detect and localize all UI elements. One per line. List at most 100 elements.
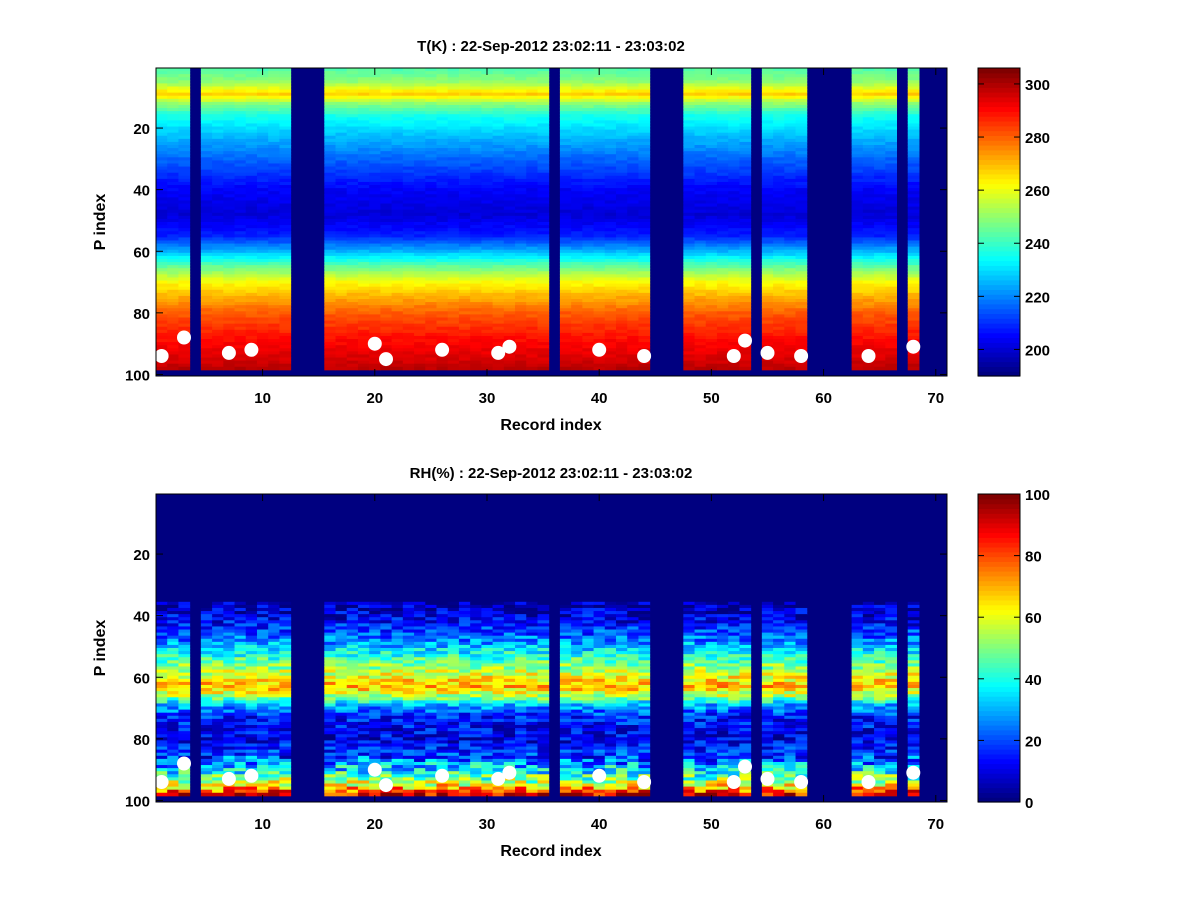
temperature-heatmap-cell	[571, 200, 583, 205]
temperature-heatmap-cell	[627, 351, 639, 355]
temperature-heatmap-cell	[279, 255, 292, 260]
temperature-heatmap-cell	[571, 360, 583, 365]
temperature-heatmap-cell	[402, 175, 415, 180]
temperature-heatmap-cell	[481, 206, 494, 211]
temperature-heatmap-cell	[795, 157, 808, 161]
temperature-heatmap-cell	[369, 268, 381, 272]
temperature-heatmap-cell	[234, 200, 247, 205]
temperature-heatmap-cell	[526, 83, 538, 87]
temperature-heatmap-cell	[537, 132, 550, 137]
temperature-heatmap-cell	[795, 274, 808, 278]
temperature-heatmap-cell	[571, 169, 583, 174]
temperature-heatmap-cell	[537, 126, 550, 131]
temperature-heatmap-cell	[683, 292, 696, 297]
temperature-heatmap-cell	[795, 329, 808, 334]
temperature-heatmap-cell	[537, 148, 550, 152]
temperature-heatmap-cell	[436, 86, 449, 91]
temperature-heatmap-cell	[705, 366, 718, 371]
temperature-heatmap-cell	[357, 286, 370, 291]
temperature-heatmap-cell	[761, 335, 774, 340]
temperature-heatmap-cell	[616, 206, 628, 211]
temperature-heatmap-cell	[582, 354, 595, 359]
temperature-heatmap-cell	[481, 258, 494, 263]
temperature-heatmap-cell	[616, 366, 628, 371]
temperature-heatmap-cell	[425, 271, 437, 275]
temperature-heatmap-cell	[223, 302, 236, 306]
temperature-heatmap-cell	[167, 141, 179, 146]
temperature-heatmap-cell	[773, 339, 785, 343]
temperature-heatmap-cell	[503, 255, 516, 260]
temperature-heatmap-cell	[436, 104, 449, 109]
temperature-heatmap-cell	[436, 240, 449, 245]
temperature-heatmap-cell	[537, 178, 550, 183]
temperature-heatmap-cell	[436, 274, 449, 278]
temperature-heatmap-cell	[537, 255, 550, 260]
temperature-heatmap-cell	[346, 185, 359, 189]
temperature-heatmap-cell	[503, 104, 516, 109]
temperature-heatmap-cell	[156, 175, 168, 180]
temperature-heatmap-cell	[627, 225, 639, 229]
temperature-heatmap-cell	[638, 339, 651, 343]
temperature-heatmap-cell	[223, 68, 236, 72]
temperature-heatmap-cell	[739, 160, 752, 164]
temperature-heatmap-cell	[212, 141, 224, 146]
temperature-heatmap-cell	[515, 209, 527, 214]
temperature-heatmap-cell	[773, 141, 785, 146]
temperature-heatmap-cell	[739, 154, 752, 158]
temperature-heatmap-cell	[638, 178, 651, 183]
temperature-heatmap-cell	[571, 129, 583, 134]
temperature-heatmap-cell	[200, 178, 213, 183]
temperature-heatmap-cell	[458, 286, 471, 291]
temperature-heatmap-cell	[862, 145, 875, 149]
temperature-heatmap-cell	[862, 185, 875, 189]
temperature-heatmap-cell	[414, 126, 426, 131]
temperature-heatmap-cell	[705, 320, 718, 325]
temperature-heatmap-cell	[481, 111, 494, 115]
temperature-heatmap-cell	[447, 274, 460, 278]
temperature-heatmap-cell	[694, 148, 707, 152]
temperature-heatmap-cell	[784, 255, 797, 260]
temperature-heatmap-cell	[616, 89, 628, 94]
temperature-heatmap-cell	[862, 138, 875, 143]
temperature-heatmap-cell	[784, 191, 797, 195]
temperature-heatmap-cell	[481, 120, 494, 124]
temperature-heatmap-cell	[604, 126, 617, 131]
temperature-heatmap-cell	[683, 317, 696, 322]
temperature-heatmap-cell	[728, 191, 740, 195]
temperature-heatmap-cell	[515, 92, 527, 97]
temperature-heatmap-cell	[212, 95, 224, 100]
temperature-heatmap-cell	[346, 345, 359, 349]
temperature-heatmap-cell	[279, 200, 292, 205]
temperature-heatmap-cell	[256, 132, 269, 137]
temperature-heatmap-cell	[784, 317, 797, 322]
temperature-heatmap-cell	[537, 299, 550, 303]
temperature-heatmap-cell	[402, 231, 415, 235]
temperature-heatmap-cell	[761, 181, 774, 186]
temperature-heatmap-cell	[167, 360, 179, 365]
temperature-heatmap-cell	[559, 351, 572, 355]
temperature-heatmap-cell	[761, 129, 774, 134]
temperature-heatmap-cell	[167, 299, 179, 303]
temperature-heatmap-cell	[324, 108, 337, 112]
temperature-heatmap-cell	[324, 351, 337, 355]
temperature-heatmap-cell	[167, 342, 179, 346]
temperature-heatmap-cell	[716, 240, 729, 245]
temperature-heatmap-cell	[234, 129, 247, 134]
temperature-heatmap-cell	[380, 194, 393, 198]
temperature-heatmap-cell	[200, 243, 213, 248]
temperature-heatmap-cell	[335, 200, 348, 205]
temperature-heatmap-cell	[414, 354, 426, 359]
temperature-heatmap-cell	[739, 108, 752, 112]
temperature-heatmap-cell	[694, 311, 707, 315]
temperature-heatmap-cell	[402, 212, 415, 217]
temperature-heatmap-cell	[234, 332, 247, 337]
temperature-heatmap-cell	[156, 101, 168, 106]
temperature-heatmap-cell	[728, 95, 740, 100]
temperature-heatmap-cell	[256, 255, 269, 260]
temperature-heatmap-cell	[447, 268, 460, 272]
temperature-heatmap-cell	[492, 360, 505, 365]
temperature-heatmap-cell	[470, 255, 482, 260]
temperature-heatmap-cell	[773, 231, 785, 235]
temperature-heatmap-cell	[616, 292, 628, 297]
temperature-heatmap-cell	[795, 203, 808, 208]
